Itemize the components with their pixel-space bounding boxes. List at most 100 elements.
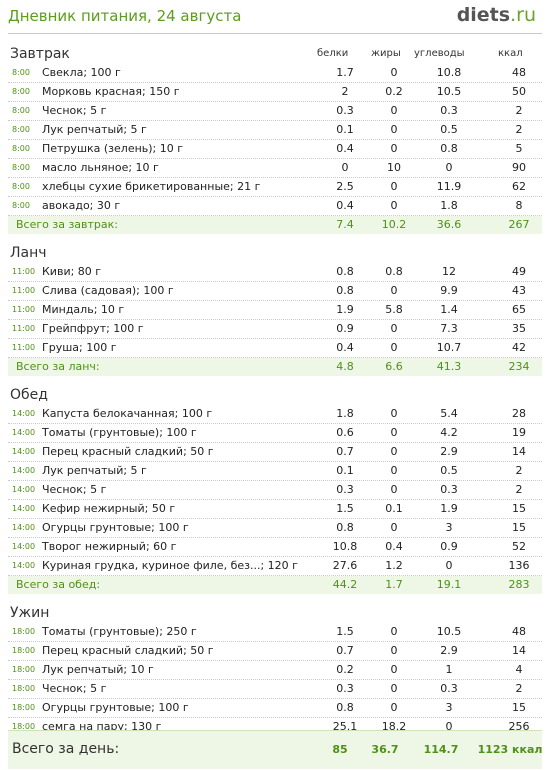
food-name: Кефир нежирный; 50 г <box>42 502 176 515</box>
food-name: Свекла; 100 г <box>42 66 121 79</box>
food-name: авокадо; 30 г <box>42 199 121 212</box>
meal-total-c: 41.3 <box>436 360 462 373</box>
day-total-kcal: 1123 ккал <box>477 743 543 756</box>
food-row[interactable]: 14:00 Творог нежирный; 60 г 10.8 0.4 0.9 52 <box>8 538 542 557</box>
food-time: 14:00 <box>12 542 36 551</box>
food-value-c: 0.3 <box>440 104 458 117</box>
food-value-p: 0.4 <box>336 199 354 212</box>
food-value-f: 5.8 <box>385 303 403 316</box>
food-value-c: 0 <box>445 559 453 572</box>
food-row[interactable]: 14:00 Перец красный сладкий; 50 г 0.7 0 2.9 1… <box>8 443 542 462</box>
food-value-p: 1.5 <box>336 502 354 515</box>
food-value-f: 0 <box>390 464 398 477</box>
food-value-k: 42 <box>512 341 526 354</box>
food-row[interactable]: 8:00 Лук репчатый; 5 г 0.1 0 0.5 2 <box>8 121 542 140</box>
food-time: 8:00 <box>12 182 30 191</box>
meal-total-k: 283 <box>508 578 530 591</box>
food-row[interactable]: 11:00 Слива (садовая); 100 г 0.8 0 9.9 43 <box>8 282 542 301</box>
food-value-k: 90 <box>512 161 526 174</box>
food-name: Лук репчатый; 10 г <box>42 663 154 676</box>
food-value-p: 0.8 <box>336 521 354 534</box>
food-row[interactable]: 11:00 Киви; 80 г 0.8 0.8 12 49 <box>8 263 542 282</box>
food-row[interactable]: 8:00 масло льняное; 10 г 0 10 0 90 <box>8 159 542 178</box>
food-value-p: 0.1 <box>336 464 354 477</box>
food-time: 18:00 <box>12 684 36 693</box>
meal-total-label: Всего за обед: <box>16 578 101 591</box>
food-row[interactable]: 18:00 Перец красный сладкий; 50 г 0.7 0 2.9 1… <box>8 642 542 661</box>
food-value-p: 0.7 <box>336 644 354 657</box>
food-row[interactable]: 14:00 Томаты (грунтовые); 100 г 0.6 0 4.2 19 <box>8 424 542 443</box>
meals-list: Завтрак белки жиры углеводы ккал 8:00 Свекла; … <box>0 44 550 764</box>
food-row[interactable]: 18:00 Лук репчатый; 10 г 0.2 0 1 4 <box>8 661 542 680</box>
meal-total-row: Всего за ланч: 4.8 6.6 41.3 234 <box>8 358 542 376</box>
food-value-f: 0 <box>390 426 398 439</box>
food-row[interactable]: 14:00 Кефир нежирный; 50 г 1.5 0.1 1.9 15 <box>8 500 542 519</box>
meal-header: Ланч <box>0 243 550 263</box>
food-value-f: 0 <box>390 483 398 496</box>
food-value-c: 12 <box>442 265 456 278</box>
food-value-c: 1.4 <box>440 303 458 316</box>
food-value-k: 2 <box>515 483 523 496</box>
food-time: 8:00 <box>12 106 30 115</box>
food-value-k: 28 <box>512 407 526 420</box>
day-total-carbs: 114.7 <box>423 743 459 756</box>
meal-total-p: 44.2 <box>332 578 358 591</box>
food-name: Творог нежирный; 60 г <box>42 540 177 553</box>
food-name: Лук репчатый; 5 г <box>42 464 147 477</box>
food-value-k: 2 <box>515 104 523 117</box>
food-row[interactable]: 8:00 авокадо; 30 г 0.4 0 1.8 8 <box>8 197 542 216</box>
food-value-f: 0 <box>390 682 398 695</box>
food-name: Томаты (грунтовые); 250 г <box>42 625 197 638</box>
food-row[interactable]: 14:00 Капуста белокачанная; 100 г 1.8 0 5.4 2… <box>8 405 542 424</box>
food-name: Чеснок; 5 г <box>42 104 107 117</box>
food-value-k: 15 <box>512 701 526 714</box>
food-value-c: 10.5 <box>436 625 462 638</box>
food-value-k: 8 <box>515 199 523 212</box>
food-row[interactable]: 8:00 хлебцы сухие брикетированные; 21 г 2.… <box>8 178 542 197</box>
meal-section: Ланч 11:00 Киви; 80 г 0.8 0.8 12 49 11:00 Слива … <box>0 243 550 385</box>
food-time: 18:00 <box>12 646 36 655</box>
food-value-p: 2 <box>341 85 349 98</box>
site-logo[interactable]: diets.ru <box>457 4 536 26</box>
food-row[interactable]: 8:00 Морковь красная; 150 г 2 0.2 10.5 50 <box>8 83 542 102</box>
food-value-f: 0.8 <box>385 265 403 278</box>
food-row[interactable]: 18:00 Чеснок; 5 г 0.3 0 0.3 2 <box>8 680 542 699</box>
food-value-c: 4.2 <box>440 426 458 439</box>
meal-total-c: 36.6 <box>436 218 462 231</box>
food-name: Чеснок; 5 г <box>42 483 107 496</box>
food-row[interactable]: 14:00 Лук репчатый; 5 г 0.1 0 0.5 2 <box>8 462 542 481</box>
meal-total-c: 19.1 <box>436 578 462 591</box>
food-row[interactable]: 14:00 Чеснок; 5 г 0.3 0 0.3 2 <box>8 481 542 500</box>
food-value-p: 0.3 <box>336 104 354 117</box>
food-row[interactable]: 11:00 Грейпфрут; 100 г 0.9 0 7.3 35 <box>8 320 542 339</box>
food-value-k: 136 <box>508 559 530 572</box>
food-value-p: 0.8 <box>336 701 354 714</box>
food-row[interactable]: 11:00 Миндаль; 10 г 1.9 5.8 1.4 65 <box>8 301 542 320</box>
food-value-k: 49 <box>512 265 526 278</box>
food-value-c: 0.5 <box>440 123 458 136</box>
food-value-k: 2 <box>515 682 523 695</box>
food-value-c: 10.8 <box>436 66 462 79</box>
food-row[interactable]: 8:00 Свекла; 100 г 1.7 0 10.8 48 <box>8 64 542 83</box>
food-row[interactable]: 18:00 Огурцы грунтовые; 100 г 0.8 0 3 15 <box>8 699 542 718</box>
food-time: 11:00 <box>12 267 36 276</box>
food-value-c: 0 <box>445 720 453 733</box>
food-value-k: 15 <box>512 502 526 515</box>
meal-header: Обед <box>0 385 550 405</box>
meal-title: Обед <box>10 387 48 403</box>
food-row[interactable]: 14:00 Огурцы грунтовые; 100 г 0.8 0 3 15 <box>8 519 542 538</box>
food-row[interactable]: 8:00 Чеснок; 5 г 0.3 0 0.3 2 <box>8 102 542 121</box>
food-row[interactable]: 8:00 Петрушка (зелень); 10 г 0.4 0 0.8 5 <box>8 140 542 159</box>
food-row[interactable]: 11:00 Груша; 100 г 0.4 0 10.7 42 <box>8 339 542 358</box>
food-value-p: 0.6 <box>336 426 354 439</box>
food-value-p: 1.9 <box>336 303 354 316</box>
food-name: Перец красный сладкий; 50 г <box>42 445 214 458</box>
food-value-c: 10.5 <box>436 85 462 98</box>
food-row[interactable]: 18:00 Томаты (грунтовые); 250 г 1.5 0 10.5 48 <box>8 623 542 642</box>
food-row[interactable]: 14:00 Куриная грудка, куриное филе, без..… <box>8 557 542 576</box>
meal-total-p: 7.4 <box>336 218 354 231</box>
food-name: Лук репчатый; 5 г <box>42 123 147 136</box>
food-name: Киви; 80 г <box>42 265 102 278</box>
food-time: 18:00 <box>12 665 36 674</box>
food-value-c: 0.5 <box>440 464 458 477</box>
